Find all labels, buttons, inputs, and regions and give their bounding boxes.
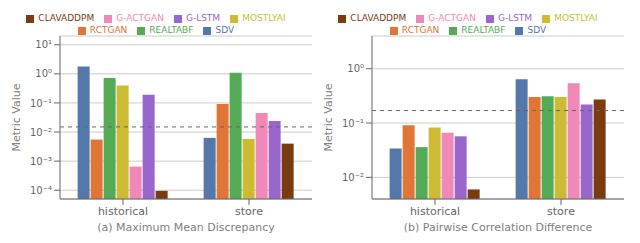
html-text:G-LSTM: G-LSTM xyxy=(497,13,533,23)
svg-text:10⁻¹: 10⁻¹ xyxy=(342,118,364,129)
html-text:CLAVADDPM: CLAVADDPM xyxy=(350,13,407,23)
html-text:MOSTLYAI: MOSTLYAI xyxy=(554,13,598,23)
svg-text:store: store xyxy=(547,205,575,218)
svg-text:historical: historical xyxy=(98,205,148,218)
svg-text:10⁻¹: 10⁻¹ xyxy=(30,98,52,109)
svg-text:10⁻²: 10⁻² xyxy=(30,127,52,138)
svg-text:10¹: 10¹ xyxy=(35,39,52,50)
svg-text:10⁻²: 10⁻² xyxy=(342,172,364,183)
svg-text:10⁻³: 10⁻³ xyxy=(30,156,52,167)
svg-text:(a) Maximum Mean Discrepancy: (a) Maximum Mean Discrepancy xyxy=(97,221,275,234)
html-text:REALTABF: REALTABF xyxy=(461,25,506,35)
svg-text:Metric Value: Metric Value xyxy=(10,83,23,151)
html-text:SDV: SDV xyxy=(527,25,547,35)
html-text:G-LSTM: G-LSTM xyxy=(185,13,221,23)
svg-text:historical: historical xyxy=(410,205,460,218)
svg-text:(b) Pairwise Correlation Diffe: (b) Pairwise Correlation Difference xyxy=(404,221,593,234)
svg-text:10⁻⁴: 10⁻⁴ xyxy=(30,185,52,196)
html-text:RCTGAN: RCTGAN xyxy=(401,25,440,35)
svg-text:10⁰: 10⁰ xyxy=(347,63,364,74)
html-text:CLAVADDPM: CLAVADDPM xyxy=(38,13,95,23)
svg-text:10⁰: 10⁰ xyxy=(35,68,52,79)
html-text:RCTGAN: RCTGAN xyxy=(89,25,128,35)
html-text:MOSTLYAI: MOSTLYAI xyxy=(242,13,286,23)
html-text:REALTABF: REALTABF xyxy=(149,25,194,35)
html-text:SDV: SDV xyxy=(215,25,235,35)
svg-text:Metric Value: Metric Value xyxy=(322,83,335,151)
html-text:G-ACTGAN: G-ACTGAN xyxy=(428,13,476,23)
svg-text:store: store xyxy=(235,205,263,218)
html-text:G-ACTGAN: G-ACTGAN xyxy=(116,13,164,23)
